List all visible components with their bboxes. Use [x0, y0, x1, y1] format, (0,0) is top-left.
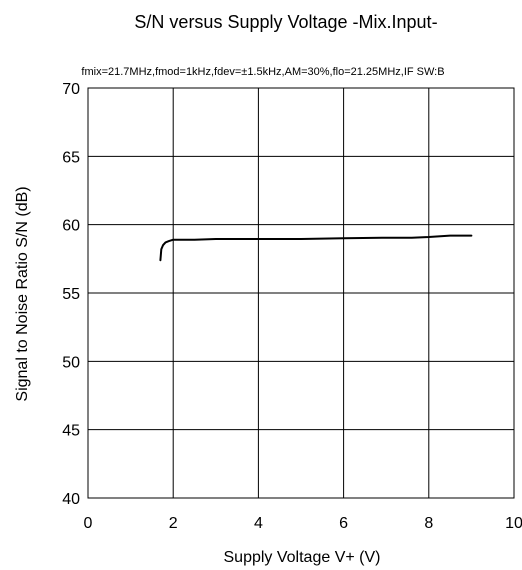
chart-title: S/N versus Supply Voltage -Mix.Input-	[134, 12, 437, 32]
grid-lines	[88, 88, 514, 498]
x-tick-label: 0	[84, 515, 93, 532]
y-axis-label: Signal to Noise Ratio S/N (dB)	[14, 186, 31, 401]
x-axis-label: Supply Voltage V+ (V)	[224, 549, 381, 566]
x-tick-label: 4	[254, 515, 263, 532]
y-tick-label: 70	[62, 81, 80, 98]
y-tick-label: 55	[62, 286, 80, 303]
x-tick-label: 8	[424, 515, 433, 532]
y-tick-labels: 40 45 50 55 60 65 70	[62, 81, 80, 508]
x-tick-label: 10	[505, 515, 522, 532]
series-line	[159, 234, 473, 262]
y-tick-label: 45	[62, 423, 80, 440]
y-tick-label: 50	[62, 354, 80, 371]
y-tick-label: 60	[62, 218, 80, 235]
x-tick-labels: 0 2 4 6 8 10	[84, 515, 522, 532]
y-tick-label: 40	[62, 491, 80, 508]
x-tick-label: 2	[169, 515, 178, 532]
chart-subtitle: fmix=21.7MHz,fmod=1kHz,fdev=±1.5kHz,AM=3…	[81, 66, 444, 78]
plot-frame	[87, 87, 515, 499]
y-tick-label: 65	[62, 149, 80, 166]
x-tick-label: 6	[339, 515, 348, 532]
series-group	[159, 234, 473, 262]
